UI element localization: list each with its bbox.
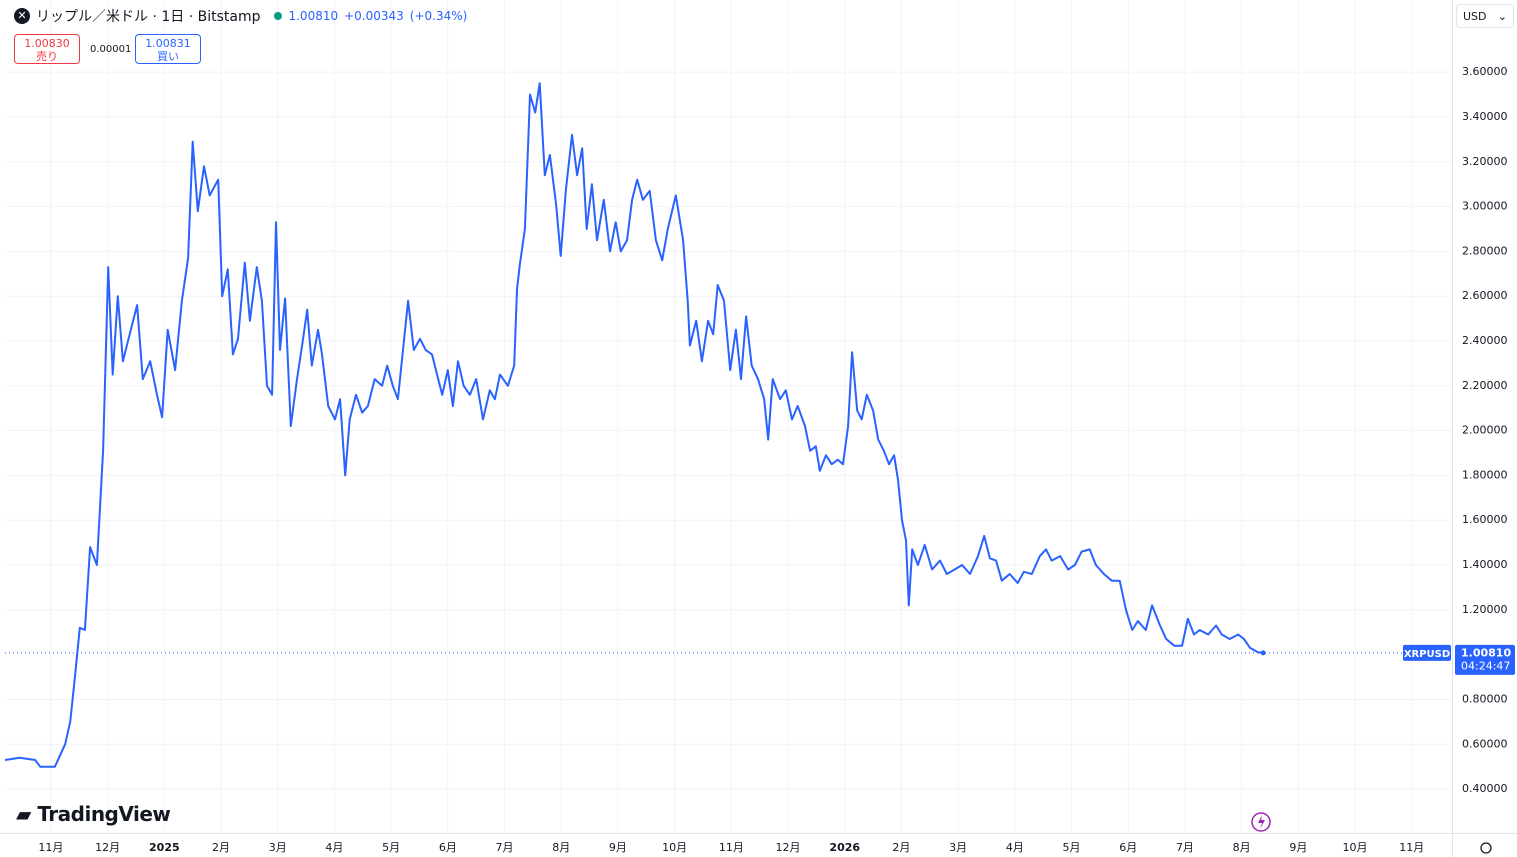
symbol-title: リップル／米ドル · 1日 · Bitstamp <box>36 9 261 25</box>
labels: 0.40000 0.60000 0.80000 1.20000 1.40000 1.600… <box>38 65 1511 854</box>
x-tick-label: 6月 <box>1119 841 1137 854</box>
x-tick-label: 10月 <box>1343 841 1368 854</box>
x-tick-label: 11月 <box>1399 841 1424 854</box>
x-tick-label: 6月 <box>439 841 457 854</box>
symbol-tag-text: XRPUSD <box>1404 649 1450 660</box>
x-tick-label: 4月 <box>325 841 343 854</box>
last-price: 1.00810 <box>288 9 339 23</box>
x-tick-label: 10月 <box>662 841 687 854</box>
y-tick-label: 1.60000 <box>1462 513 1508 526</box>
y-tick-label: 3.40000 <box>1462 110 1508 123</box>
y-tick-label: 0.60000 <box>1462 737 1508 750</box>
x-tick-label: 7月 <box>1176 841 1194 854</box>
x-tick-label: 5月 <box>382 841 400 854</box>
x-tick-label: 8月 <box>1233 841 1251 854</box>
x-tick-label: 11月 <box>719 841 744 854</box>
x-tick-label: 4月 <box>1006 841 1024 854</box>
buy-price: 1.00831 <box>145 37 191 50</box>
x-tick-label: 12月 <box>95 841 120 854</box>
buy-label: 買い <box>157 50 179 63</box>
x-tick-label: 2026 <box>829 841 860 854</box>
x-tick-label: 9月 <box>609 841 627 854</box>
price-line <box>4 82 1264 768</box>
price-tag <box>1455 644 1515 675</box>
y-tick-label: 2.80000 <box>1462 244 1508 257</box>
x-tick-label: 5月 <box>1063 841 1081 854</box>
branding-text: TradingView <box>37 802 171 826</box>
x-tick-label: 7月 <box>496 841 514 854</box>
x-tick-label: 9月 <box>1289 841 1307 854</box>
grid <box>5 0 1452 833</box>
y-tick-label: 2.40000 <box>1462 334 1508 347</box>
market-status <box>274 12 283 20</box>
currency-dropdown[interactable]: USD ⌄ <box>1456 4 1514 28</box>
price-tag-text: 1.00810 <box>1461 646 1511 659</box>
spread: 0.00001 <box>90 44 132 55</box>
y-tick-label: 0.40000 <box>1462 782 1508 795</box>
x-tick-label: 2月 <box>892 841 910 854</box>
symbol-icon: ✕ <box>14 8 30 24</box>
branding: ▰ TradingView <box>16 802 171 826</box>
last-point <box>1260 650 1266 656</box>
currency: USD <box>1463 10 1487 23</box>
price-change-pct: (+0.34%) <box>409 9 468 23</box>
sell-button[interactable]: 1.00830 売り <box>14 34 80 64</box>
dropdown-caret: ⌄ <box>1497 10 1507 23</box>
y-tick-label: 2.60000 <box>1462 289 1508 302</box>
x-tick-label: 12月 <box>776 841 801 854</box>
countdown: 04:24:47 <box>1461 659 1510 672</box>
symbol-tag <box>1403 644 1451 661</box>
sell-price: 1.00830 <box>24 37 70 50</box>
y-tick-label: 1.40000 <box>1462 558 1508 571</box>
alert-bolt <box>1258 815 1265 829</box>
x-tick-label: 2月 <box>212 841 230 854</box>
alert-icon[interactable] <box>1251 812 1271 832</box>
x-tick-label: 11月 <box>38 841 63 854</box>
symbol-header: ✕ リップル／米ドル · 1日 · Bitstamp 1.00810 +0.00… <box>14 6 467 26</box>
y-tick-label: 1.20000 <box>1462 603 1508 616</box>
settings-icon[interactable] <box>1480 842 1492 854</box>
buy-button[interactable]: 1.00831 買い <box>135 34 201 64</box>
x-tick-label: 3月 <box>949 841 967 854</box>
y-tick-label: 3.60000 <box>1462 65 1508 78</box>
y-tick-label: 1.80000 <box>1462 468 1508 481</box>
y-tick-label: 0.80000 <box>1462 692 1508 705</box>
x-tick-label: 3月 <box>269 841 287 854</box>
y-tick-label: 3.20000 <box>1462 155 1508 168</box>
y-tick-label: 3.00000 <box>1462 200 1508 213</box>
x-tick-label: 8月 <box>552 841 570 854</box>
price-change: +0.00343 <box>344 9 404 23</box>
x-tick-label: 2025 <box>149 841 180 854</box>
sell-label: 売り <box>36 50 58 63</box>
y-tick-label: 2.20000 <box>1462 379 1508 392</box>
y-tick-label: 2.00000 <box>1462 424 1508 437</box>
marks <box>4 82 1515 768</box>
